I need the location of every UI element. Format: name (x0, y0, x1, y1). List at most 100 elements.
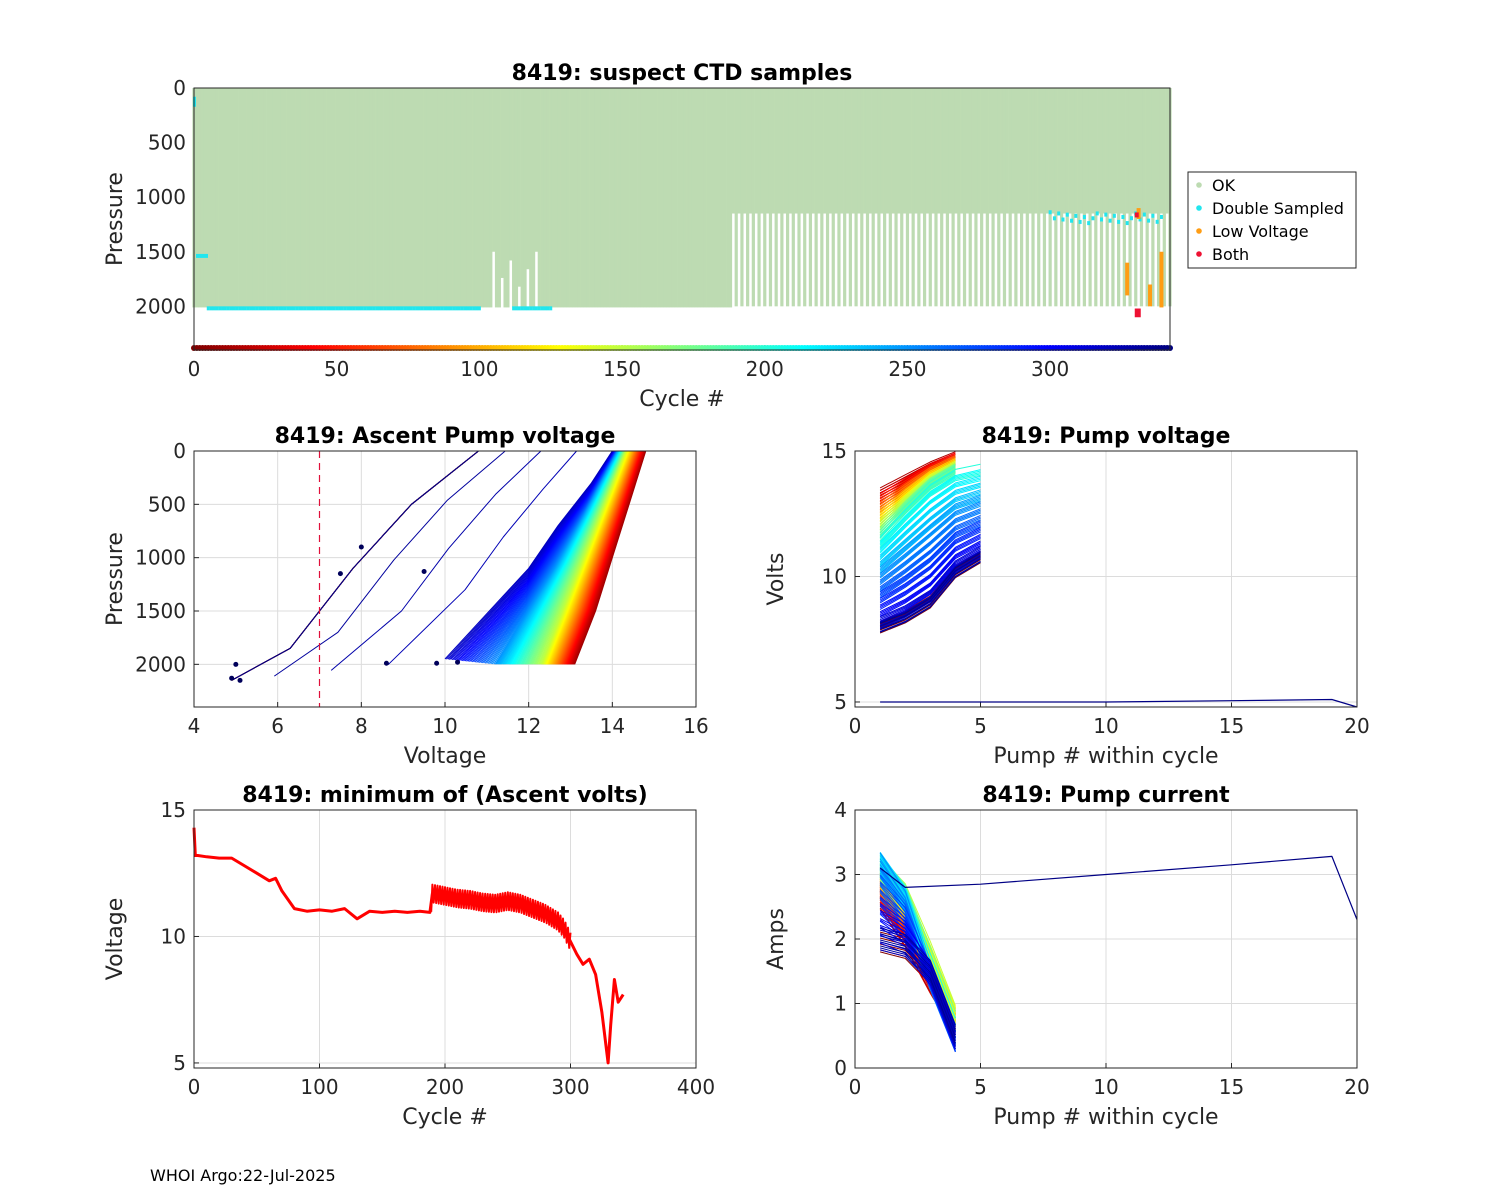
pump-voltage-line (879, 511, 981, 584)
ok-sample-bar (269, 88, 273, 308)
pump-voltage-line (879, 490, 981, 564)
pump-current-line (879, 939, 956, 1037)
ok-sample-bar (403, 88, 407, 308)
ok-sample-bar (1131, 88, 1135, 214)
tick-label-x: 4 (188, 714, 201, 738)
ok-sample-bar (620, 88, 624, 308)
ok-sample-bar (323, 88, 327, 308)
pump-voltage-line (879, 520, 981, 593)
y-axis-label: Pressure (103, 172, 128, 266)
tick-label-y: 1500 (135, 240, 186, 264)
ok-sample-bar (195, 88, 199, 308)
ok-sample-bar (754, 88, 758, 214)
ok-sample-bar (386, 88, 390, 308)
ok-sample-bar (395, 88, 399, 308)
ok-sample-bar (332, 88, 336, 308)
ok-sample-bar (432, 88, 436, 308)
ok-sample-bar (971, 88, 975, 214)
double-sampled-mark (1091, 216, 1095, 221)
ok-sample-bar (1111, 88, 1115, 307)
ok-sample-bar (640, 88, 644, 308)
ok-sample-bar (312, 88, 316, 308)
ok-sample-bar (246, 88, 250, 308)
ascent-outlier-point (358, 544, 364, 550)
pump-voltage-line (879, 484, 981, 558)
double-sampled-mark (514, 306, 518, 311)
ok-sample-bar (777, 88, 781, 214)
double-sampled-mark (209, 306, 213, 311)
ok-sample-bar (1002, 88, 1007, 307)
ok-sample-bar (434, 88, 439, 308)
double-sampled-mark (326, 306, 330, 311)
tick-label-x: 20 (1344, 1075, 1369, 1099)
tick-label-x: 14 (600, 714, 625, 738)
ok-sample-bar (283, 88, 287, 308)
ok-sample-bar (546, 88, 550, 308)
double-sampled-mark (449, 306, 453, 311)
chart-title: 8419: Pump current (982, 783, 1230, 808)
pump-voltage-line (879, 526, 981, 599)
double-sampled-mark (369, 306, 373, 311)
ok-sample-bar (997, 88, 1001, 307)
pump-current-line (879, 941, 956, 1039)
axes-frame (854, 809, 1358, 1069)
tick-label-x: 10 (432, 714, 457, 738)
ok-sample-bar (537, 88, 541, 308)
ok-sample-bar (885, 88, 890, 214)
ok-sample-bar (340, 88, 344, 308)
ok-sample-bar (925, 88, 930, 214)
ok-sample-bar (734, 88, 738, 307)
ok-sample-bar (372, 88, 376, 308)
ascent-outlier-point (383, 660, 389, 666)
ok-sample-bar (200, 88, 205, 308)
pump-voltage-line (879, 523, 981, 596)
pump-voltage-line (879, 500, 981, 574)
double-sampled-mark (523, 306, 527, 311)
ok-sample-bar (720, 88, 724, 308)
plot-content (879, 851, 1358, 1053)
ok-sample-bar (797, 88, 801, 307)
pump-voltage-line (879, 489, 981, 563)
ok-sample-bar (643, 88, 647, 308)
double-sampled-mark (477, 306, 481, 311)
pump-voltage-line (879, 501, 981, 574)
pump-voltage-line (879, 470, 956, 539)
ok-sample-bar (874, 88, 878, 214)
ok-sample-bar (272, 88, 276, 308)
pump-voltage-line (879, 535, 981, 607)
pump-voltage-line (879, 521, 981, 594)
ok-sample-bar (1068, 88, 1072, 214)
y-axis-label: Voltage (103, 898, 128, 981)
ok-sample-bar (760, 88, 764, 214)
double-sampled-mark (363, 306, 367, 311)
ok-sample-bar (486, 88, 490, 308)
ok-sample-bar (711, 88, 715, 308)
ok-sample-bar (517, 88, 521, 287)
double-sampled-mark (432, 306, 436, 311)
pump-voltage-line (879, 499, 981, 572)
ok-sample-bar (883, 88, 887, 307)
double-sampled-mark (278, 306, 282, 311)
tick-label-x: 250 (888, 357, 926, 381)
ok-sample-bar (280, 88, 285, 308)
ok-sample-bar (977, 88, 981, 214)
x-axis-label: Cycle # (402, 1105, 488, 1130)
double-sampled-mark (221, 306, 225, 311)
pump-voltage-line (879, 557, 981, 629)
plot-content (879, 451, 1358, 708)
tick-label-y: 1000 (135, 546, 186, 570)
pump-current-line (879, 935, 956, 1033)
ok-sample-bar (443, 88, 447, 308)
pump-voltage-line (879, 547, 981, 619)
ok-sample-bar (457, 88, 462, 308)
double-sampled-mark (269, 306, 273, 311)
ok-sample-bar (703, 88, 707, 308)
tick-label-x: 20 (1344, 714, 1369, 738)
double-sampled-mark (520, 306, 524, 311)
ok-sample-bar (1017, 88, 1021, 214)
double-sampled-mark (1117, 219, 1121, 224)
ok-sample-bar (1005, 88, 1009, 214)
ok-sample-bar (831, 88, 835, 307)
axes-frame (193, 87, 1171, 351)
ok-sample-bar (937, 88, 941, 214)
